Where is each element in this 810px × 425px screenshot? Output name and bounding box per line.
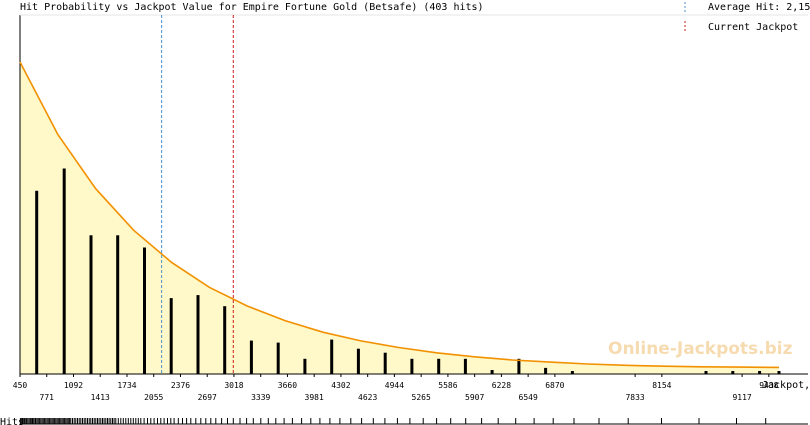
x-tick-label: 5265 [412, 393, 431, 402]
x-tick-label: 5586 [438, 381, 457, 390]
hit-bar [330, 339, 334, 374]
legend-current-jackpot: Current Jackpot [708, 22, 798, 33]
chart-title: Hit Probability vs Jackpot Value for Emp… [20, 2, 484, 13]
x-tick-label: 2376 [171, 381, 190, 390]
x-tick-label: 3660 [278, 381, 297, 390]
x-tick-label: 2697 [198, 393, 217, 402]
x-tick-label: 6228 [492, 381, 511, 390]
hit-bar [490, 370, 494, 374]
x-tick-label: 5907 [465, 393, 484, 402]
x-tick-label: 8154 [652, 381, 671, 390]
hit-bar [223, 306, 227, 374]
x-tick-label: 4944 [385, 381, 404, 390]
hits-rug [19, 418, 808, 425]
hit-bar [758, 371, 762, 374]
probability-curve-line [19, 61, 780, 369]
hit-bar [437, 358, 441, 374]
legend-average-hit: Average Hit: 2,150 [708, 2, 810, 13]
x-tick-label: 450 [13, 381, 28, 390]
x-tick-label: 2055 [144, 393, 163, 402]
hit-bar [196, 295, 200, 374]
x-tick-label: 9438 [759, 381, 778, 390]
hit-bar [544, 367, 548, 374]
x-tick-label: 4302 [331, 381, 350, 390]
x-tick-label: 771 [40, 393, 55, 402]
x-tick-label: 7833 [625, 393, 644, 402]
x-axis-label: Jackpot, GBP [762, 380, 810, 391]
hit-bar [249, 340, 253, 374]
watermark: Online-Jackpots.biz [608, 339, 793, 359]
plot-frame [19, 14, 808, 374]
hit-bar [35, 190, 39, 374]
hit-bar [62, 168, 66, 374]
x-tick-label: 9117 [732, 393, 751, 402]
x-tick-label: 6870 [545, 381, 564, 390]
hit-bar [463, 358, 467, 374]
probability-curve [19, 61, 780, 369]
x-tick-label: 3339 [251, 393, 270, 402]
x-tick-label: 1413 [91, 393, 110, 402]
x-tick-label: 3981 [305, 393, 324, 402]
hit-bars [35, 168, 781, 374]
hit-bar [276, 342, 280, 374]
hit-bar [777, 371, 781, 374]
hit-bar [570, 371, 574, 374]
hit-bar [356, 348, 360, 374]
probability-fill-area [20, 62, 779, 374]
hit-bar [383, 352, 387, 374]
hit-bar [116, 235, 120, 374]
hit-bar [410, 358, 414, 374]
x-tick-label: 3018 [224, 381, 243, 390]
hit-bar [89, 235, 93, 374]
hit-bar [143, 247, 146, 374]
hit-bar [303, 358, 307, 374]
hit-bar [704, 371, 708, 374]
x-tick-label: 4623 [358, 393, 377, 402]
hit-bar [731, 371, 735, 374]
x-tick-label: 1092 [64, 381, 83, 390]
x-tick-label: 1734 [117, 381, 136, 390]
x-axis: 450 1092 1734 2376 3018 3660 4302 4944 5586 6228 6… [13, 373, 808, 402]
hit-bar [169, 298, 173, 374]
marker-lines [161, 2, 686, 374]
x-tick-label: 6549 [519, 393, 538, 402]
probability-fill [20, 62, 779, 374]
hit-bar [517, 358, 521, 374]
hits-label: Hits [0, 417, 24, 425]
